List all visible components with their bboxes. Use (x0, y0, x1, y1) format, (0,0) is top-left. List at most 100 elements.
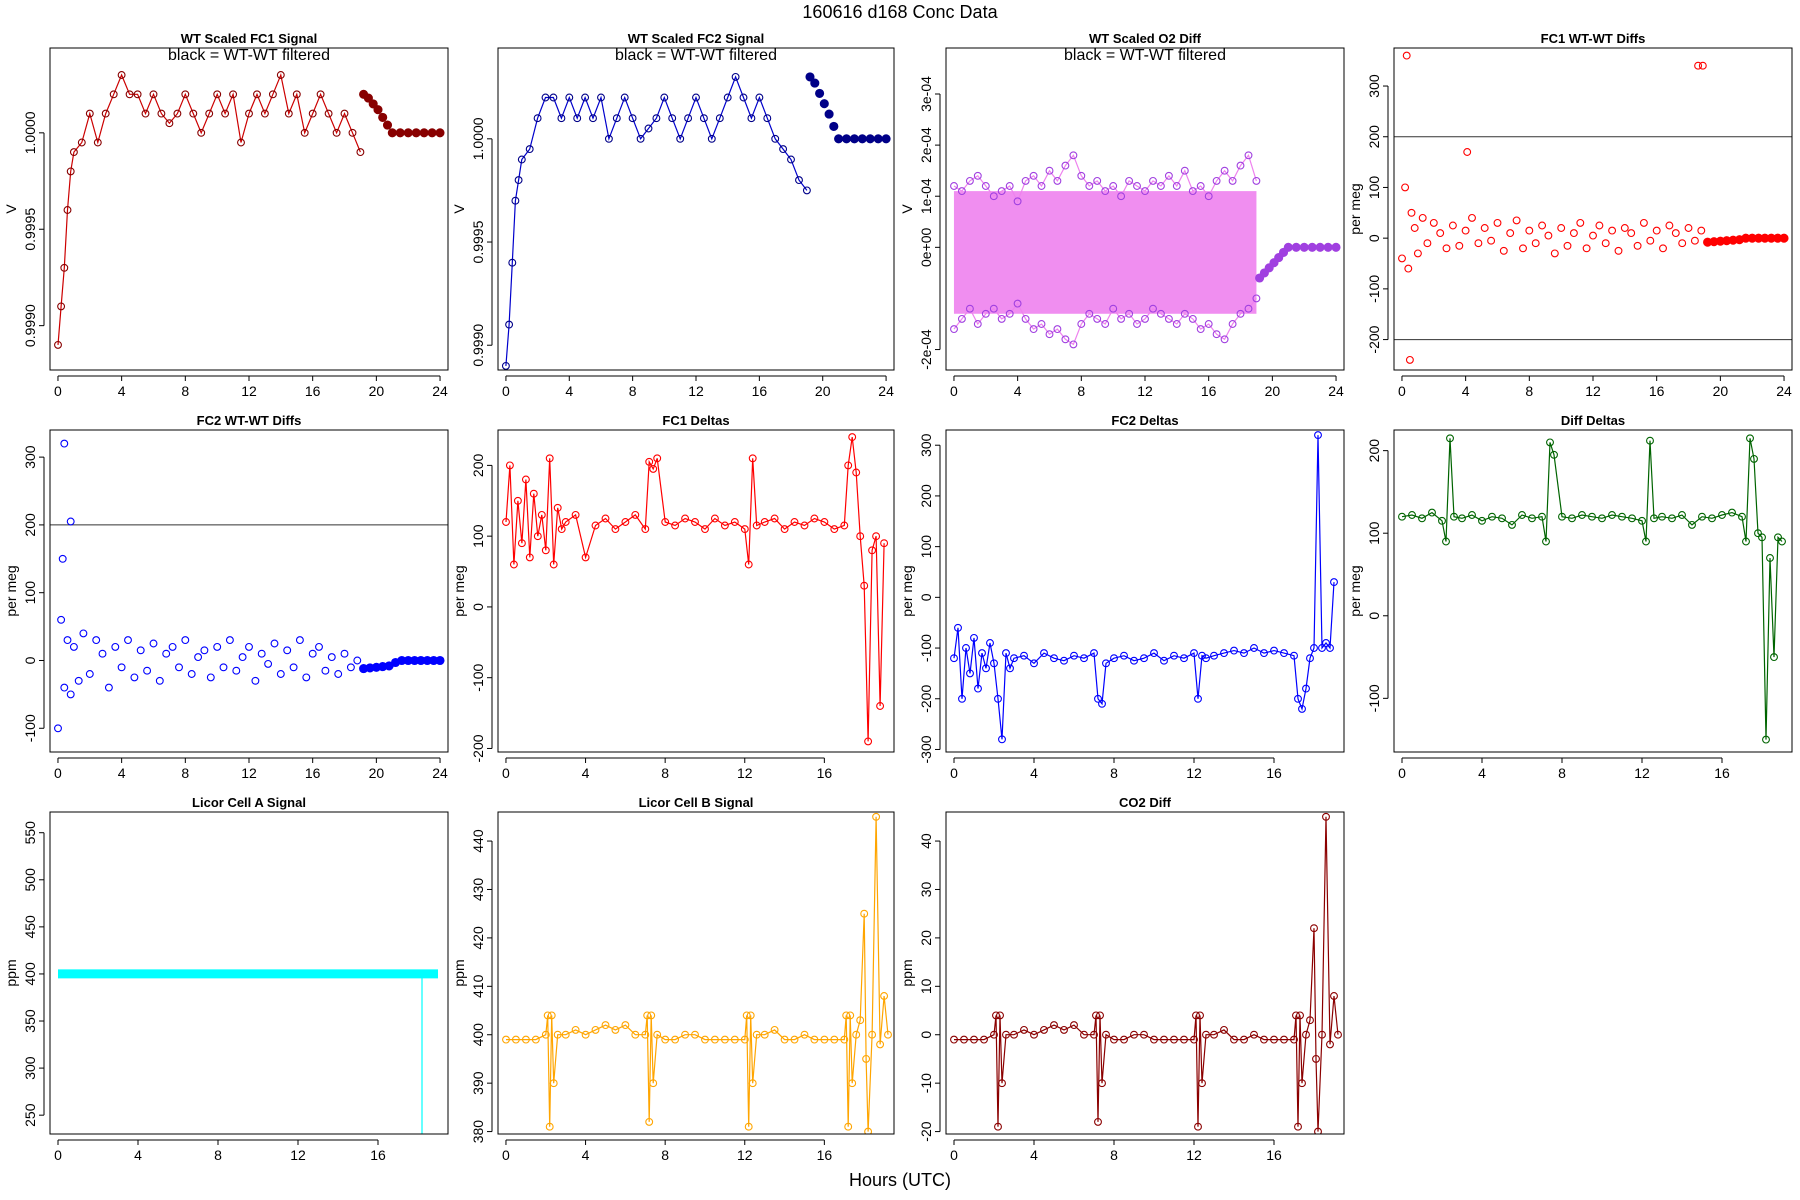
data-point (840, 521, 849, 530)
data-point (1498, 514, 1506, 523)
data-point (1488, 512, 1496, 521)
data-point (1040, 649, 1048, 658)
y-tick-label: 10 (918, 978, 934, 994)
chart-title: Licor Cell A Signal (192, 795, 306, 810)
data-point (109, 90, 118, 99)
data-point (1330, 578, 1338, 587)
x-tick-label: 8 (661, 1147, 669, 1163)
data-point (1639, 218, 1648, 227)
x-tick-label: 8 (214, 1147, 222, 1163)
data-point (591, 521, 600, 530)
data-point (787, 155, 795, 164)
data-point (1290, 651, 1298, 660)
data-point (541, 93, 550, 102)
data-point (1240, 1035, 1248, 1044)
data-point (1220, 166, 1229, 175)
data-point (1021, 314, 1030, 323)
data-point (1678, 511, 1686, 519)
data-point (1250, 644, 1258, 652)
data-point (771, 134, 780, 143)
data-point (1450, 512, 1458, 521)
data-point (1093, 314, 1102, 323)
data-point (701, 525, 709, 534)
data-point (819, 99, 829, 109)
x-axis: 0 4 8 12 16 (1398, 757, 1730, 781)
data-point (525, 145, 534, 154)
data-point (1040, 1025, 1048, 1034)
data-point (960, 1035, 968, 1044)
data-point (213, 642, 222, 651)
data-point (980, 1035, 988, 1044)
data-point (1109, 182, 1118, 190)
data-point (378, 112, 388, 122)
x-axis: 0 4 8 12 16 (502, 757, 832, 781)
data-point (740, 525, 749, 534)
data-point (1109, 304, 1118, 313)
data-point (340, 649, 349, 658)
data-point (742, 1011, 751, 1020)
data-point (1101, 187, 1110, 196)
x-axis: 0 4 8 12 16 20 24 (950, 375, 1344, 399)
data-point (1030, 659, 1038, 668)
data-point (1461, 226, 1470, 235)
data-point (1060, 656, 1068, 665)
data-point (1050, 654, 1058, 663)
y-axis-label: per meg (451, 565, 467, 616)
y-axis: 250 300 350 400 450 500 550 ppm (3, 821, 45, 1127)
y-tick-label: 450 (22, 915, 38, 939)
data-point (175, 663, 183, 672)
data-point (332, 128, 341, 137)
data-point (997, 187, 1006, 196)
data-point (1077, 171, 1086, 180)
data-point (873, 134, 883, 144)
data-point (844, 461, 853, 470)
data-point (419, 128, 429, 138)
data-point (79, 629, 88, 638)
x-axis: 0 4 8 12 16 20 24 (54, 375, 448, 399)
data-point (1690, 236, 1699, 245)
data-point (1220, 1025, 1228, 1034)
data-point (237, 138, 245, 147)
x-tick-label: 0 (950, 1147, 958, 1163)
data-point (1094, 694, 1102, 703)
y-tick-label: 0 (22, 656, 38, 664)
data-point (1528, 514, 1536, 523)
data-point (998, 1079, 1006, 1088)
y-tick-label: 0 (470, 603, 486, 611)
data-point (744, 560, 753, 569)
data-point (1294, 694, 1302, 703)
data-point (1202, 1030, 1210, 1039)
data-point (1002, 649, 1010, 658)
data-point (591, 1025, 600, 1034)
data-point (1053, 176, 1062, 185)
x-tick-label: 8 (1110, 765, 1118, 781)
data-point (57, 302, 66, 311)
x-axis: 0 4 8 12 16 (950, 1139, 1282, 1163)
data-point (1252, 294, 1261, 303)
x-tick-label: 20 (369, 383, 385, 399)
data-point (1310, 924, 1318, 933)
data-point (1718, 511, 1726, 519)
data-point (58, 554, 67, 563)
chart-subtitle: black = WT-WT filtered (615, 47, 777, 64)
data-point (194, 653, 203, 662)
data-point (653, 1030, 662, 1039)
data-point (815, 88, 825, 98)
y-tick-label: -20 (918, 1121, 934, 1141)
data-point (1442, 537, 1450, 546)
x-tick-label: 0 (1398, 383, 1406, 399)
data-point (1633, 241, 1642, 250)
data-point (1418, 514, 1426, 523)
x-tick-label: 8 (181, 765, 189, 781)
x-tick-label: 16 (1266, 1147, 1282, 1163)
plot-area (58, 969, 438, 1134)
data-point (292, 90, 301, 99)
data-point (1125, 176, 1134, 185)
data-point (85, 109, 94, 118)
data-point (1250, 1030, 1258, 1039)
x-tick-label: 16 (1714, 765, 1730, 781)
y-tick-label: 550 (22, 821, 38, 845)
data-point (645, 457, 654, 466)
data-point (1330, 992, 1338, 1000)
